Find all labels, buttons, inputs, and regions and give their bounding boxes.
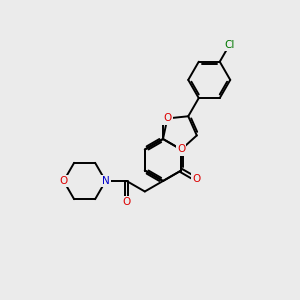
Text: Cl: Cl <box>224 40 234 50</box>
Text: O: O <box>122 197 131 207</box>
Text: O: O <box>177 145 185 154</box>
Text: O: O <box>59 176 68 186</box>
Text: O: O <box>193 174 201 184</box>
Text: O: O <box>163 113 172 124</box>
Text: N: N <box>102 176 110 186</box>
